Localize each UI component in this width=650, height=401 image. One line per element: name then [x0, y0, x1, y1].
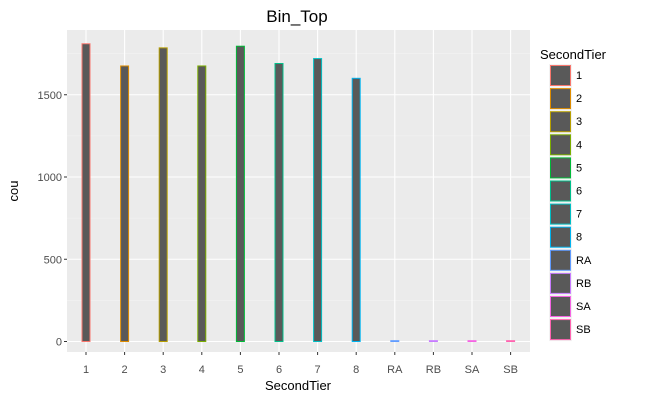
- x-tick-label: 6: [276, 364, 282, 376]
- legend-key-1: [550, 65, 571, 86]
- legend-label: 8: [576, 232, 582, 244]
- legend-label: SB: [576, 324, 591, 336]
- y-tick-label: 1000: [38, 172, 62, 184]
- x-tick-label: 7: [315, 364, 321, 376]
- minor-gridlines: [67, 53, 530, 301]
- bar-8: [351, 77, 361, 343]
- bars: [81, 43, 516, 343]
- legend-label: 6: [576, 186, 582, 198]
- x-tick-label: 2: [122, 364, 128, 376]
- bar-5: [235, 45, 245, 342]
- bar-RA: [390, 340, 400, 342]
- legend-key-RB: [550, 272, 571, 294]
- legend-key-5: [550, 157, 571, 179]
- legend-title: SecondTier: [540, 47, 607, 62]
- y-tick-label: 0: [56, 337, 62, 349]
- y-tick-label: 1500: [38, 90, 62, 102]
- bar-2: [120, 65, 130, 343]
- legend-label: 1: [576, 70, 582, 82]
- legend-key-SB: [550, 319, 571, 341]
- legend-key-7: [550, 203, 571, 225]
- x-axis-title: SecondTier: [265, 378, 332, 393]
- legend-key-8: [550, 226, 571, 248]
- bar-7: [313, 58, 323, 343]
- x-tick-label: RA: [387, 364, 403, 376]
- y-tick-label: 500: [44, 254, 62, 266]
- legend: SecondTier 1 2 3 4 5 6 7 8 RA RB SA SB: [540, 47, 607, 342]
- bar-3: [158, 47, 168, 343]
- plot-panel: [67, 30, 530, 352]
- legend-label: 2: [576, 93, 582, 105]
- bar-6: [274, 62, 284, 343]
- x-tick-label: SA: [465, 364, 480, 376]
- legend-key-RA: [550, 249, 571, 271]
- x-tick-label: 1: [83, 364, 89, 376]
- legend-key-4: [550, 134, 571, 156]
- y-axis-ticks: 0 500 1000 1500: [38, 90, 67, 349]
- legend-key-3: [550, 111, 571, 133]
- x-tick-label: RB: [426, 364, 441, 376]
- bar-4: [197, 65, 207, 343]
- bar-RB: [428, 340, 438, 342]
- bar-1: [81, 43, 91, 342]
- x-axis-ticks: 1 2 3 4 5 6 7 8 RA RB SA SB: [83, 352, 518, 376]
- legend-key-2: [550, 88, 571, 110]
- x-tick-label: 3: [160, 364, 166, 376]
- chart-title: Bin_Top: [266, 7, 327, 26]
- legend-key-SA: [550, 296, 571, 317]
- legend-label: RB: [576, 278, 591, 290]
- legend-label: 7: [576, 209, 582, 221]
- legend-key-6: [550, 180, 571, 202]
- bar-SA: [467, 340, 477, 342]
- legend-label: 5: [576, 162, 582, 174]
- x-tick-label: 5: [237, 364, 243, 376]
- legend-label: RA: [576, 255, 592, 267]
- legend-label: 3: [576, 116, 582, 128]
- x-tick-label: 4: [199, 364, 205, 376]
- x-tick-label: SB: [503, 364, 518, 376]
- legend-label: 4: [576, 139, 582, 151]
- x-tick-label: 8: [353, 364, 359, 376]
- legend-label: SA: [576, 301, 591, 313]
- y-axis-title: cou: [6, 181, 21, 202]
- bar-SB: [506, 340, 516, 342]
